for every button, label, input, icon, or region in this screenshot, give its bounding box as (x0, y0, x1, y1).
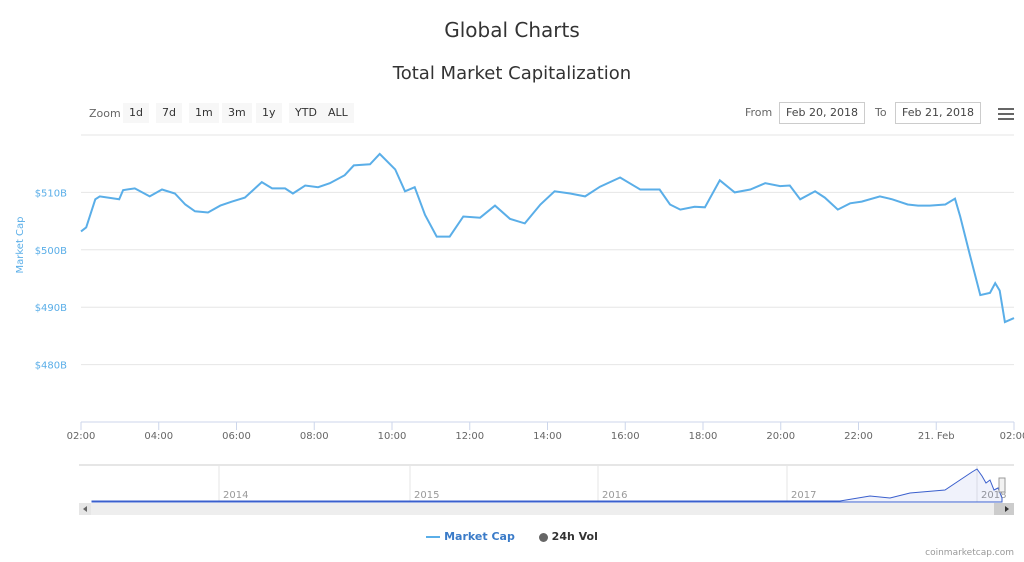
x-tick-label: 18:00 (689, 431, 718, 442)
y-tick-label: $500B (35, 246, 67, 257)
market-cap-chart: $480B $490B $500B $510B 02:00 04:00 06:00 08:0… (15, 134, 1024, 515)
navigator-year-label: 2014 (223, 490, 248, 501)
zoom-3m-button[interactable]: 3m (222, 103, 252, 123)
arrow-left-icon (83, 506, 87, 512)
to-date-input[interactable]: Feb 21, 2018 (895, 102, 981, 124)
navigator-scrollbar[interactable] (79, 503, 1014, 515)
y-tick-label: $510B (35, 188, 67, 199)
legend-24h-vol[interactable]: 24h Vol (538, 530, 598, 543)
navigator[interactable]: 2014 2015 2016 2017 2018 (79, 464, 1014, 515)
x-tick-label: 10:00 (378, 431, 407, 442)
from-label: From (745, 106, 773, 119)
zoom-label: Zoom (89, 107, 121, 120)
x-tick-label: 14:00 (533, 431, 562, 442)
zoom-all-button[interactable]: ALL (322, 103, 354, 123)
zoom-1d-button[interactable]: 1d (123, 103, 149, 123)
arrow-right-icon (1005, 506, 1009, 512)
circle-swatch-icon (538, 532, 548, 542)
credit-link[interactable]: coinmarketcap.com (925, 548, 1014, 558)
x-tick-label: 22:00 (844, 431, 873, 442)
x-tick-label: 16:00 (611, 431, 640, 442)
line-swatch-icon (426, 536, 441, 538)
x-tick-label: 20:00 (766, 431, 795, 442)
from-date-input[interactable]: Feb 20, 2018 (779, 102, 865, 124)
zoom-1m-button[interactable]: 1m (189, 103, 219, 123)
y-tick-label: $490B (35, 303, 67, 314)
y-axis-label: Market Cap (15, 216, 26, 273)
legend: Market Cap 24h Vol (0, 530, 1024, 543)
y-tick-label: $480B (35, 361, 67, 372)
navigator-year-label: 2015 (414, 490, 439, 501)
x-tick-label: 06:00 (222, 431, 251, 442)
navigator-year-label: 2018 (981, 490, 1006, 501)
x-tick-label: 04:00 (144, 431, 173, 442)
zoom-1y-button[interactable]: 1y (256, 103, 282, 123)
legend-market-cap-label: Market Cap (444, 530, 515, 543)
chart-title: Total Market Capitalization (392, 63, 632, 84)
navigator-series (91, 468, 1003, 503)
x-tick-label: 02:00 (67, 431, 96, 442)
hamburger-menu-icon[interactable] (998, 108, 1014, 123)
x-tick-label: 02:00 (1000, 431, 1024, 442)
x-tick-label: 12:00 (455, 431, 484, 442)
legend-market-cap[interactable]: Market Cap (426, 530, 515, 543)
navigator-year-label: 2017 (791, 490, 816, 501)
page-title: Global Charts (444, 18, 580, 42)
x-tick-label: 08:00 (300, 431, 329, 442)
legend-vol-label: 24h Vol (551, 530, 598, 543)
zoom-ytd-button[interactable]: YTD (289, 103, 323, 123)
x-tick-label: 21. Feb (918, 431, 955, 442)
navigator-year-label: 2016 (602, 490, 627, 501)
zoom-7d-button[interactable]: 7d (156, 103, 182, 123)
scroll-right-button[interactable] (994, 503, 1014, 515)
navigator-handle[interactable] (998, 477, 1006, 493)
market-cap-line (80, 152, 1015, 324)
to-label: To (875, 106, 887, 119)
